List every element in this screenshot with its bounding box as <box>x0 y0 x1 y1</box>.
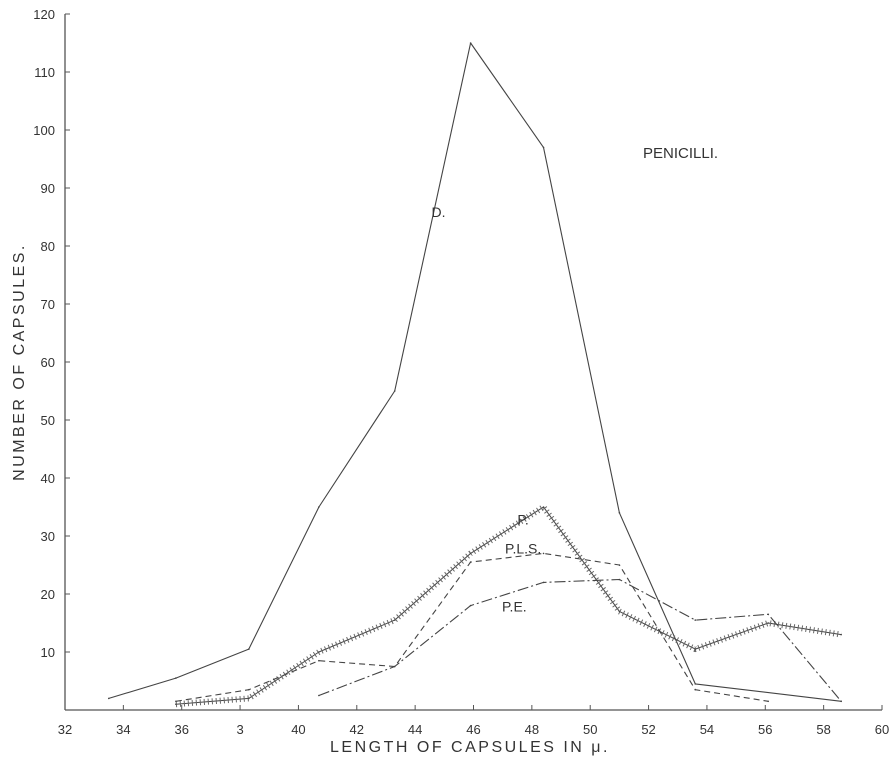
series-p-e-point <box>767 613 770 616</box>
x-tick-label: 56 <box>758 722 772 737</box>
series-d-point <box>694 683 697 685</box>
series-d-point <box>175 677 177 679</box>
y-tick-label: 100 <box>33 123 55 138</box>
x-tick-label: 42 <box>350 722 364 737</box>
y-tick-label: 40 <box>41 471 55 486</box>
y-tick-label: 120 <box>33 7 55 22</box>
series-d-point <box>618 512 621 514</box>
y-tick-label: 30 <box>41 529 55 544</box>
x-tick-label: 58 <box>816 722 830 737</box>
x-tick-label: 54 <box>700 722 714 737</box>
series-p-e-point <box>618 578 621 581</box>
x-tick-label: 52 <box>641 722 655 737</box>
series-p-l-s-point <box>542 552 545 555</box>
series-label-p-e: P.E. <box>502 598 527 614</box>
series-p-l-s-point <box>618 564 621 566</box>
y-tick-label: 20 <box>41 587 55 602</box>
series-p-point <box>248 697 250 700</box>
series-label-p-l-s: P.L.S. <box>505 540 541 556</box>
series-p-point <box>694 648 697 650</box>
series-d-line <box>108 42 842 702</box>
x-tick-label: 46 <box>466 722 480 737</box>
y-tick-label: 50 <box>41 413 55 428</box>
y-tick-label: 60 <box>41 355 55 370</box>
y-tick-label: 90 <box>41 181 55 196</box>
series-p-point <box>840 633 842 636</box>
series-p-e-point <box>318 694 320 697</box>
series-p-point <box>175 703 177 705</box>
series-p-l-s-point <box>694 688 697 691</box>
x-tick-label: 44 <box>408 722 422 737</box>
series-label-d: D. <box>431 204 445 220</box>
series-d-point <box>318 506 320 508</box>
series-p-l-s-point <box>767 700 770 703</box>
series-label-p: P. <box>517 511 528 527</box>
series-d-point <box>248 648 250 650</box>
x-tick-label: 60 <box>875 722 889 737</box>
series-p-e-point <box>542 581 545 584</box>
series-p-l-s-point <box>469 561 472 563</box>
series-labels: D. P. P.L.S. P.E. <box>431 204 541 614</box>
y-tick-label: 70 <box>41 297 55 312</box>
x-axis-title: LENGTH OF CAPSULES IN μ. <box>330 739 610 756</box>
y-axis-title: NUMBER OF CAPSULES. <box>11 243 28 481</box>
x-tick-label: 48 <box>525 722 539 737</box>
series-p-l-s-line <box>175 552 769 702</box>
series-p-l-s-point <box>248 688 250 691</box>
chart-title: PENICILLI. <box>643 145 718 162</box>
y-tick-label: 80 <box>41 239 55 254</box>
series-p-point <box>767 622 770 624</box>
x-tick-label: 3 <box>236 722 243 737</box>
y-tick-label: 110 <box>34 65 55 80</box>
series-p-e-point <box>840 700 842 703</box>
series-p-point <box>393 619 396 621</box>
x-tick-label: 50 <box>583 722 597 737</box>
axes <box>64 14 882 711</box>
series-p-l-s-point <box>318 659 320 662</box>
series-p-point <box>318 651 320 653</box>
series-d-point <box>393 390 396 392</box>
series-p-e-point <box>393 665 396 668</box>
tick-labels: 32 34 36 3 40 42 44 46 48 50 52 54 56 58 60 10 20 30 40 50 6… <box>33 7 889 737</box>
x-tick-label: 34 <box>116 722 130 737</box>
tick-marks <box>64 13 883 710</box>
series-lines <box>107 42 842 708</box>
series-p-e-line <box>318 578 842 702</box>
x-tick-label: 36 <box>174 722 188 737</box>
x-tick-label: 40 <box>291 722 305 737</box>
y-tick-label: 10 <box>41 645 55 660</box>
series-d-point <box>107 697 110 700</box>
series-d-point <box>469 42 472 44</box>
series-d-point <box>542 146 545 149</box>
x-tick-label: 32 <box>58 722 72 737</box>
series-p-point <box>618 610 621 613</box>
series-p-point <box>542 506 545 508</box>
series-p-point <box>469 552 472 555</box>
series-p-l-s-point <box>175 700 177 703</box>
series-p-e-point <box>469 604 472 607</box>
series-p-e-point <box>694 619 697 621</box>
